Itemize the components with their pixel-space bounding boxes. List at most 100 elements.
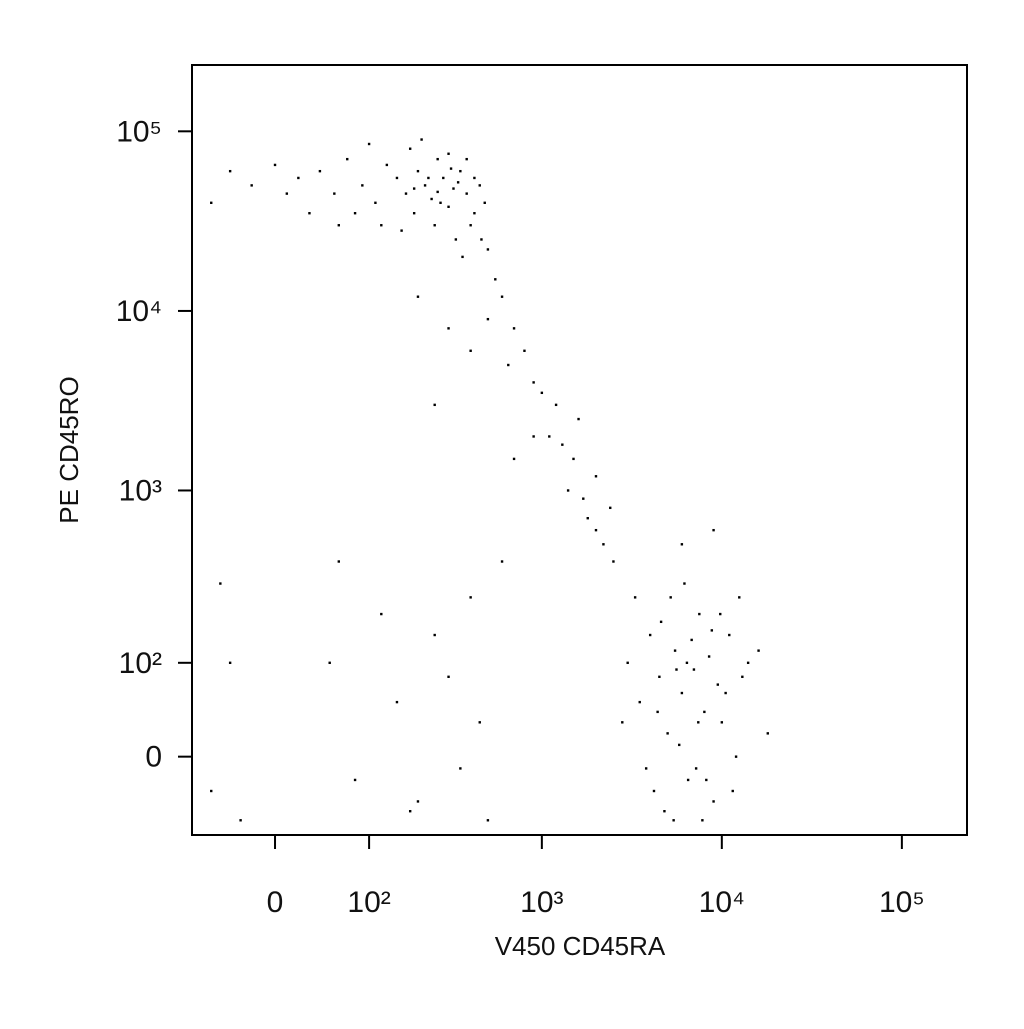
point	[353, 212, 357, 215]
point	[447, 205, 450, 208]
point	[447, 327, 450, 330]
point	[724, 691, 727, 695]
point	[672, 819, 675, 822]
point	[705, 778, 708, 782]
point	[469, 349, 472, 352]
point	[685, 661, 689, 665]
point	[694, 767, 698, 770]
point	[297, 176, 300, 180]
point	[658, 675, 661, 679]
point	[500, 560, 504, 563]
y-tick-label: 10³	[119, 474, 162, 507]
point	[420, 138, 423, 141]
point	[554, 403, 558, 407]
point	[337, 560, 340, 563]
point	[673, 649, 677, 652]
point	[621, 721, 624, 724]
point	[478, 721, 481, 724]
point	[512, 327, 516, 330]
x-tick-label: 10⁴	[699, 886, 745, 919]
point	[507, 363, 510, 367]
point	[473, 176, 476, 180]
point	[480, 238, 483, 241]
y-tick-label: 10⁴	[116, 295, 162, 328]
point	[586, 517, 589, 520]
point	[412, 187, 416, 190]
point	[678, 743, 681, 747]
point	[532, 381, 535, 384]
point	[318, 169, 322, 173]
point	[328, 661, 331, 665]
x-tick-label: 10³	[520, 886, 563, 919]
point	[680, 543, 684, 546]
point	[728, 633, 731, 637]
point	[582, 497, 585, 500]
point	[465, 157, 468, 161]
point	[483, 201, 486, 204]
point	[408, 147, 412, 150]
point	[692, 668, 696, 671]
x-tick-label: 10²	[347, 886, 390, 919]
point	[416, 800, 420, 803]
x-axis-label: V450 CD45RA	[495, 931, 666, 961]
point	[577, 417, 580, 421]
point	[423, 184, 427, 187]
point	[239, 819, 242, 822]
y-tick-label: 0	[145, 741, 162, 774]
point	[633, 596, 637, 599]
point	[602, 543, 605, 546]
point	[380, 612, 383, 616]
y-tick-label: 10²	[119, 647, 162, 680]
point	[478, 184, 481, 187]
point	[210, 201, 213, 204]
point	[644, 767, 648, 770]
point	[566, 489, 570, 492]
point	[416, 295, 420, 298]
point	[523, 349, 526, 352]
point	[638, 700, 641, 704]
point	[594, 528, 598, 532]
point	[561, 443, 564, 446]
point	[719, 612, 722, 616]
point	[439, 201, 442, 204]
point	[408, 810, 412, 813]
point	[683, 582, 686, 585]
point	[666, 732, 669, 735]
point	[731, 789, 734, 793]
point	[656, 710, 659, 714]
point	[486, 248, 490, 251]
point	[710, 629, 714, 632]
point	[703, 710, 706, 714]
point	[757, 649, 760, 652]
point	[659, 620, 663, 624]
point	[337, 224, 340, 227]
point	[412, 212, 416, 215]
point	[395, 176, 399, 180]
point	[572, 457, 575, 461]
point	[716, 683, 720, 686]
point	[436, 190, 439, 194]
point	[712, 528, 715, 532]
point	[250, 184, 253, 187]
point	[465, 192, 468, 195]
point	[486, 317, 490, 321]
point	[273, 163, 277, 167]
point	[447, 675, 450, 679]
point	[285, 192, 289, 195]
point	[548, 435, 551, 438]
point	[436, 157, 439, 161]
point	[374, 201, 377, 204]
point	[454, 238, 458, 241]
point	[459, 169, 462, 173]
point	[486, 819, 490, 822]
point	[400, 229, 403, 232]
point	[738, 596, 741, 599]
point	[669, 596, 672, 599]
point	[333, 192, 336, 195]
point	[219, 582, 222, 585]
point	[346, 157, 349, 161]
point	[449, 167, 453, 170]
point	[469, 596, 472, 599]
point	[698, 612, 701, 616]
point	[459, 767, 462, 770]
